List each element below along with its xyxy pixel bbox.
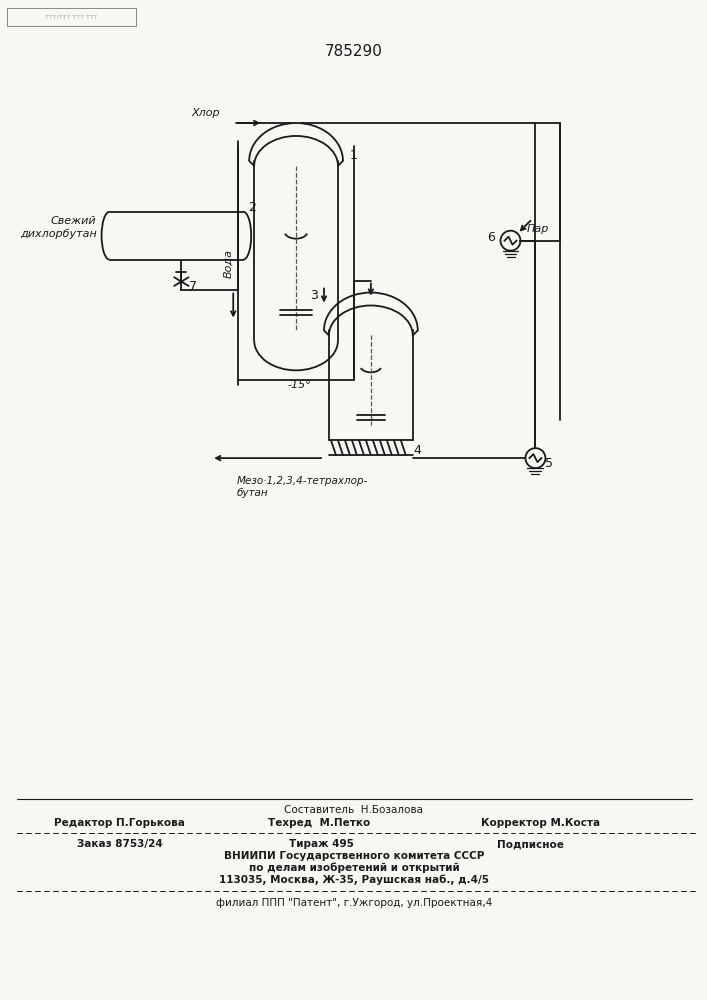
Text: 6: 6 (486, 231, 495, 244)
Text: ВНИИПИ Государственного комитета СССР: ВНИИПИ Государственного комитета СССР (223, 851, 484, 861)
Text: филиал ППП "Патент", г.Ужгород, ул.Проектная,4: филиал ППП "Патент", г.Ужгород, ул.Проек… (216, 898, 492, 908)
Text: Тираж 495: Тираж 495 (288, 839, 354, 849)
Text: 7: 7 (189, 280, 197, 293)
Text: 2: 2 (248, 201, 256, 214)
Text: 5: 5 (545, 457, 554, 470)
Text: Хлор: Хлор (192, 108, 221, 118)
Text: 785290: 785290 (325, 44, 383, 59)
Text: Свежий: Свежий (51, 216, 97, 226)
Text: Корректор М.Коста: Корректор М.Коста (481, 818, 600, 828)
Text: Заказ 8753/24: Заказ 8753/24 (76, 839, 163, 849)
Text: Редактор П.Горькова: Редактор П.Горькова (54, 818, 185, 828)
Text: Пар: Пар (527, 224, 549, 234)
Text: Подписное: Подписное (497, 839, 564, 849)
Text: 3: 3 (310, 289, 318, 302)
Text: по делам изобретений и открытий: по делам изобретений и открытий (249, 863, 460, 873)
Text: Составитель  Н.Бозалова: Составитель Н.Бозалова (284, 805, 423, 815)
Text: Мезо·1,2,3,4-тетрахлор-: Мезо·1,2,3,4-тетрахлор- (236, 476, 368, 486)
Text: 113035, Москва, Ж-35, Раушская наб., д.4/5: 113035, Москва, Ж-35, Раушская наб., д.4… (219, 875, 489, 885)
Text: Техред  М.Петко: Техред М.Петко (268, 818, 370, 828)
Bar (7, 8, 136, 26)
Text: Вода: Вода (223, 249, 233, 278)
Text: дихлорбутан: дихлорбутан (20, 229, 97, 239)
Text: бутан: бутан (236, 488, 268, 498)
Text: -15°: -15° (287, 380, 311, 390)
Text: 1: 1 (350, 149, 358, 162)
Text: ТТТ/ТТТ ТТТ ТТТ: ТТТ/ТТТ ТТТ ТТТ (45, 15, 98, 20)
Text: 4: 4 (414, 444, 421, 457)
